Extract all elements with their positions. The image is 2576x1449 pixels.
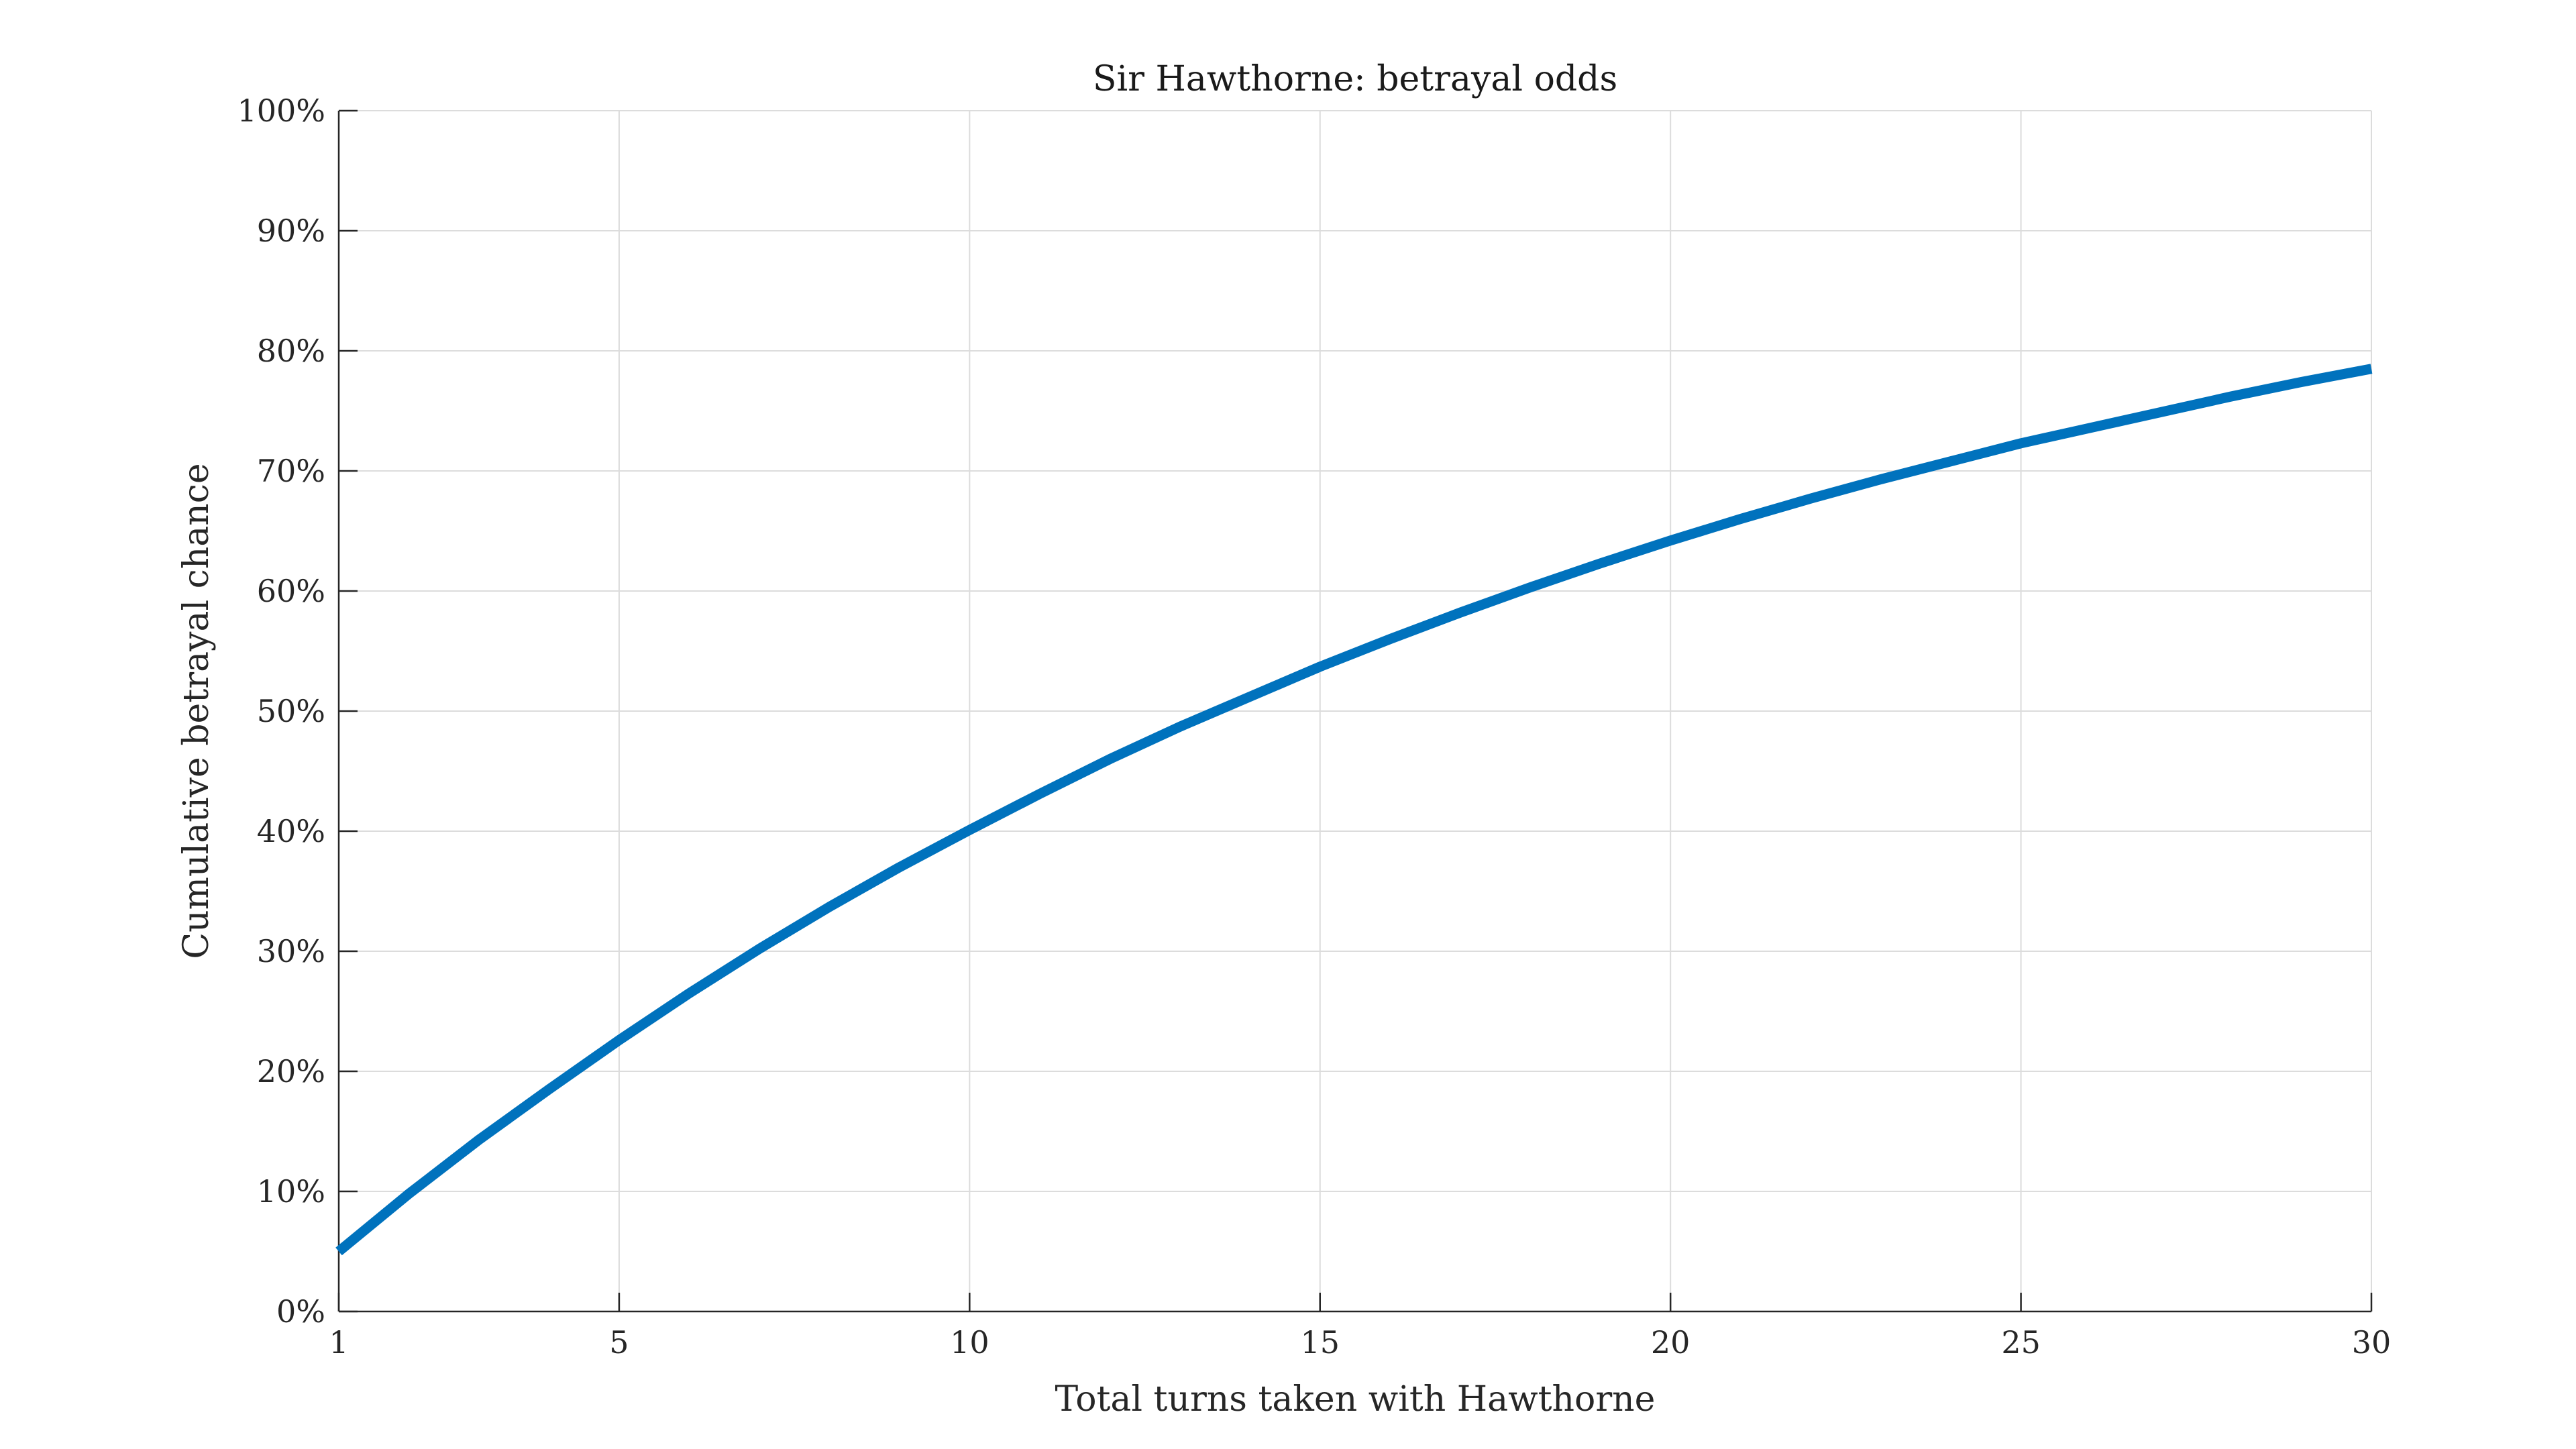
x-tick-label-3: 15 — [1300, 1324, 1340, 1360]
y-tick-label-4: 40% — [257, 813, 325, 849]
series-layer — [335, 364, 2373, 1256]
x-tick-label-2: 10 — [950, 1324, 989, 1360]
x-tick-label-5: 25 — [2001, 1324, 2041, 1360]
x-axis-label: Total turns taken with Hawthorne — [1055, 1379, 1656, 1419]
y-tick-label-0: 0% — [276, 1293, 325, 1330]
x-tick-label-4: 20 — [1651, 1324, 1690, 1360]
tick-labels: 1 5 10 15 20 25 300%10%20%30%40%50%60%70%80%90… — [237, 93, 2391, 1360]
grid-lines — [338, 110, 2372, 1312]
y-tick-label-2: 20% — [257, 1053, 325, 1089]
x-tick-label-0: 1 — [329, 1324, 348, 1360]
x-tick-label-1: 5 — [609, 1324, 629, 1360]
tick-marks — [337, 109, 2373, 1313]
chart-title: Sir Hawthorne: betrayal odds — [1093, 59, 1617, 99]
y-tick-label-3: 30% — [257, 933, 325, 969]
y-tick-label-7: 70% — [257, 453, 325, 489]
y-tick-label-1: 10% — [257, 1173, 325, 1210]
y-tick-label-10: 100% — [237, 93, 325, 129]
y-tick-label-9: 90% — [257, 213, 325, 249]
series-line-0 — [335, 364, 2373, 1256]
y-tick-label-6: 60% — [257, 573, 325, 609]
x-tick-label-6: 30 — [2352, 1324, 2392, 1360]
y-tick-label-8: 80% — [257, 333, 325, 369]
y-axis-label: Cumulative betrayal chance — [176, 463, 217, 959]
y-tick-label-5: 50% — [257, 693, 325, 729]
